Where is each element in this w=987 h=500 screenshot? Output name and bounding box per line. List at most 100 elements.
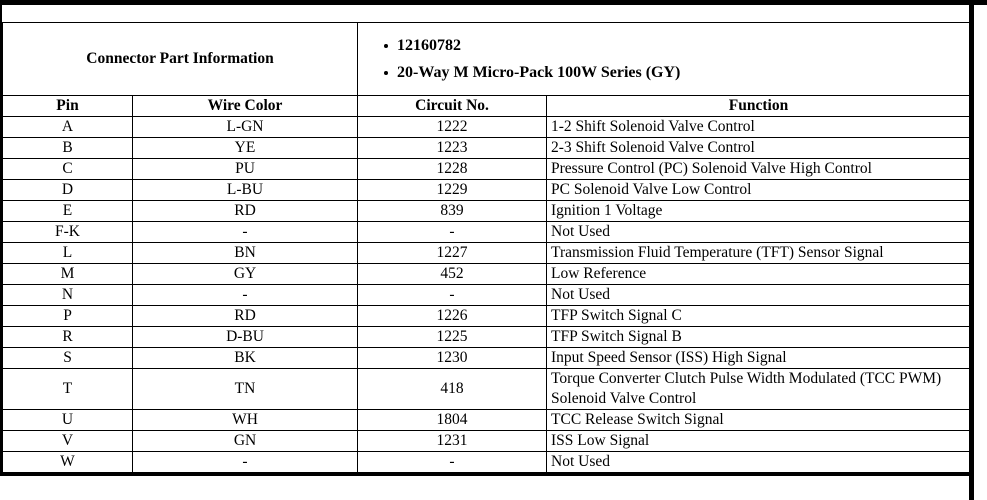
connector-part-info-label: Connector Part Information bbox=[86, 50, 274, 67]
function-cell: 2-3 Shift Solenoid Valve Control bbox=[546, 137, 972, 159]
circuit-no-cell: - bbox=[357, 451, 548, 475]
table-row: U WH 1804 TCC Release Switch Signal bbox=[1, 409, 972, 431]
wire-color-cell: RD bbox=[131, 305, 359, 327]
circuit-no-cell: - bbox=[357, 284, 548, 306]
part-number-text: 20-Way M Micro-Pack 100W Series (GY) bbox=[397, 64, 681, 81]
pin-cell: U bbox=[1, 409, 133, 431]
function-cell: TFP Switch Signal B bbox=[546, 326, 972, 348]
pin-cell: F-K bbox=[1, 221, 133, 243]
function-cell: TFP Switch Signal C bbox=[546, 305, 972, 327]
table-row: L BN 1227 Transmission Fluid Temperature (T… bbox=[1, 242, 972, 264]
table-row: C PU 1228 Pressure Control (PC) Solenoid Va… bbox=[1, 158, 972, 180]
right-border bbox=[969, 0, 974, 500]
circuit-no-cell: 452 bbox=[357, 263, 548, 285]
circuit-no-cell: 1226 bbox=[357, 305, 548, 327]
top-border bbox=[0, 0, 987, 5]
table-header-row: Pin Wire Color Circuit No. Function bbox=[1, 95, 972, 117]
pin-cell: C bbox=[1, 158, 133, 180]
circuit-no-cell: 418 bbox=[357, 368, 548, 410]
function-cell: Ignition 1 Voltage bbox=[546, 200, 972, 222]
connector-pinout-table: Connector Part Information 12160782 20-Wa… bbox=[0, 22, 972, 476]
circuit-no-cell: - bbox=[357, 221, 548, 243]
part-info-row: Connector Part Information 12160782 20-Wa… bbox=[0, 22, 972, 96]
pin-cell: D bbox=[1, 179, 133, 201]
part-number-text: 12160782 bbox=[397, 37, 462, 54]
pin-cell: B bbox=[1, 137, 133, 159]
column-header-circuit-no: Circuit No. bbox=[357, 95, 548, 117]
bullet-icon bbox=[384, 43, 389, 48]
circuit-no-cell: 1228 bbox=[357, 158, 548, 180]
column-header-pin: Pin bbox=[1, 95, 133, 117]
pin-cell: N bbox=[1, 284, 133, 306]
circuit-no-cell: 1223 bbox=[357, 137, 548, 159]
column-header-function: Function bbox=[546, 95, 972, 117]
wire-color-cell: - bbox=[131, 451, 359, 475]
part-number-item: 20-Way M Micro-Pack 100W Series (GY) bbox=[384, 64, 969, 81]
function-cell: Pressure Control (PC) Solenoid Valve Hig… bbox=[546, 158, 972, 180]
table-row: M GY 452 Low Reference bbox=[1, 263, 972, 285]
function-cell: 1-2 Shift Solenoid Valve Control bbox=[546, 116, 972, 138]
column-header-wire-color: Wire Color bbox=[131, 95, 359, 117]
pin-cell: S bbox=[1, 347, 133, 369]
function-cell: Torque Converter Clutch Pulse Width Modu… bbox=[546, 368, 972, 410]
pin-cell: E bbox=[1, 200, 133, 222]
table-row: N - - Not Used bbox=[1, 284, 972, 306]
circuit-no-cell: 1225 bbox=[357, 326, 548, 348]
table-row: F-K - - Not Used bbox=[1, 221, 972, 243]
table-row: R D-BU 1225 TFP Switch Signal B bbox=[1, 326, 972, 348]
connector-part-info-cell: Connector Part Information bbox=[0, 22, 359, 96]
table-row: P RD 1226 TFP Switch Signal C bbox=[1, 305, 972, 327]
circuit-no-cell: 1230 bbox=[357, 347, 548, 369]
part-number-list: 12160782 20-Way M Micro-Pack 100W Series … bbox=[384, 37, 969, 81]
wire-color-cell: BK bbox=[131, 347, 359, 369]
function-cell: Low Reference bbox=[546, 263, 972, 285]
table-row: S BK 1230 Input Speed Sensor (ISS) High Sig… bbox=[1, 347, 972, 369]
pin-cell: W bbox=[1, 451, 133, 475]
pin-cell: L bbox=[1, 242, 133, 264]
function-cell: Not Used bbox=[546, 284, 972, 306]
bullet-icon bbox=[384, 70, 389, 75]
wire-color-cell: WH bbox=[131, 409, 359, 431]
table-row: V GN 1231 ISS Low Signal bbox=[1, 430, 972, 452]
function-cell: Not Used bbox=[546, 221, 972, 243]
wire-color-cell: L-BU bbox=[131, 179, 359, 201]
wire-color-cell: YE bbox=[131, 137, 359, 159]
part-number-cell: 12160782 20-Way M Micro-Pack 100W Series … bbox=[357, 22, 972, 96]
wire-color-cell: - bbox=[131, 284, 359, 306]
table-row: D L-BU 1229 PC Solenoid Valve Low Control bbox=[1, 179, 972, 201]
function-cell: PC Solenoid Valve Low Control bbox=[546, 179, 972, 201]
circuit-no-cell: 1222 bbox=[357, 116, 548, 138]
circuit-no-cell: 1231 bbox=[357, 430, 548, 452]
table-row: W - - Not Used bbox=[1, 451, 972, 475]
circuit-no-cell: 839 bbox=[357, 200, 548, 222]
function-cell: Transmission Fluid Temperature (TFT) Sen… bbox=[546, 242, 972, 264]
pin-cell: R bbox=[1, 326, 133, 348]
table-row: T TN 418 Torque Converter Clutch Pulse Widt… bbox=[1, 368, 972, 410]
table-row: E RD 839 Ignition 1 Voltage bbox=[1, 200, 972, 222]
circuit-no-cell: 1229 bbox=[357, 179, 548, 201]
pin-cell: P bbox=[1, 305, 133, 327]
pinout-table-body: A L-GN 1222 1-2 Shift Solenoid Valve Contro… bbox=[1, 116, 972, 475]
pin-cell: A bbox=[1, 116, 133, 138]
circuit-no-cell: 1804 bbox=[357, 409, 548, 431]
clipped-empty-row bbox=[0, 5, 969, 22]
pin-cell: M bbox=[1, 263, 133, 285]
wire-color-cell: RD bbox=[131, 200, 359, 222]
function-cell: TCC Release Switch Signal bbox=[546, 409, 972, 431]
pin-cell: V bbox=[1, 430, 133, 452]
wire-color-cell: D-BU bbox=[131, 326, 359, 348]
function-cell: Not Used bbox=[546, 451, 972, 475]
table-row: A L-GN 1222 1-2 Shift Solenoid Valve Contro… bbox=[1, 116, 972, 138]
function-cell: ISS Low Signal bbox=[546, 430, 972, 452]
table-row: B YE 1223 2-3 Shift Solenoid Valve Control bbox=[1, 137, 972, 159]
wire-color-cell: PU bbox=[131, 158, 359, 180]
wire-color-cell: BN bbox=[131, 242, 359, 264]
wire-color-cell: L-GN bbox=[131, 116, 359, 138]
wire-color-cell: GN bbox=[131, 430, 359, 452]
wire-color-cell: - bbox=[131, 221, 359, 243]
pin-cell: T bbox=[1, 368, 133, 410]
circuit-no-cell: 1227 bbox=[357, 242, 548, 264]
function-cell: Input Speed Sensor (ISS) High Signal bbox=[546, 347, 972, 369]
wire-color-cell: GY bbox=[131, 263, 359, 285]
